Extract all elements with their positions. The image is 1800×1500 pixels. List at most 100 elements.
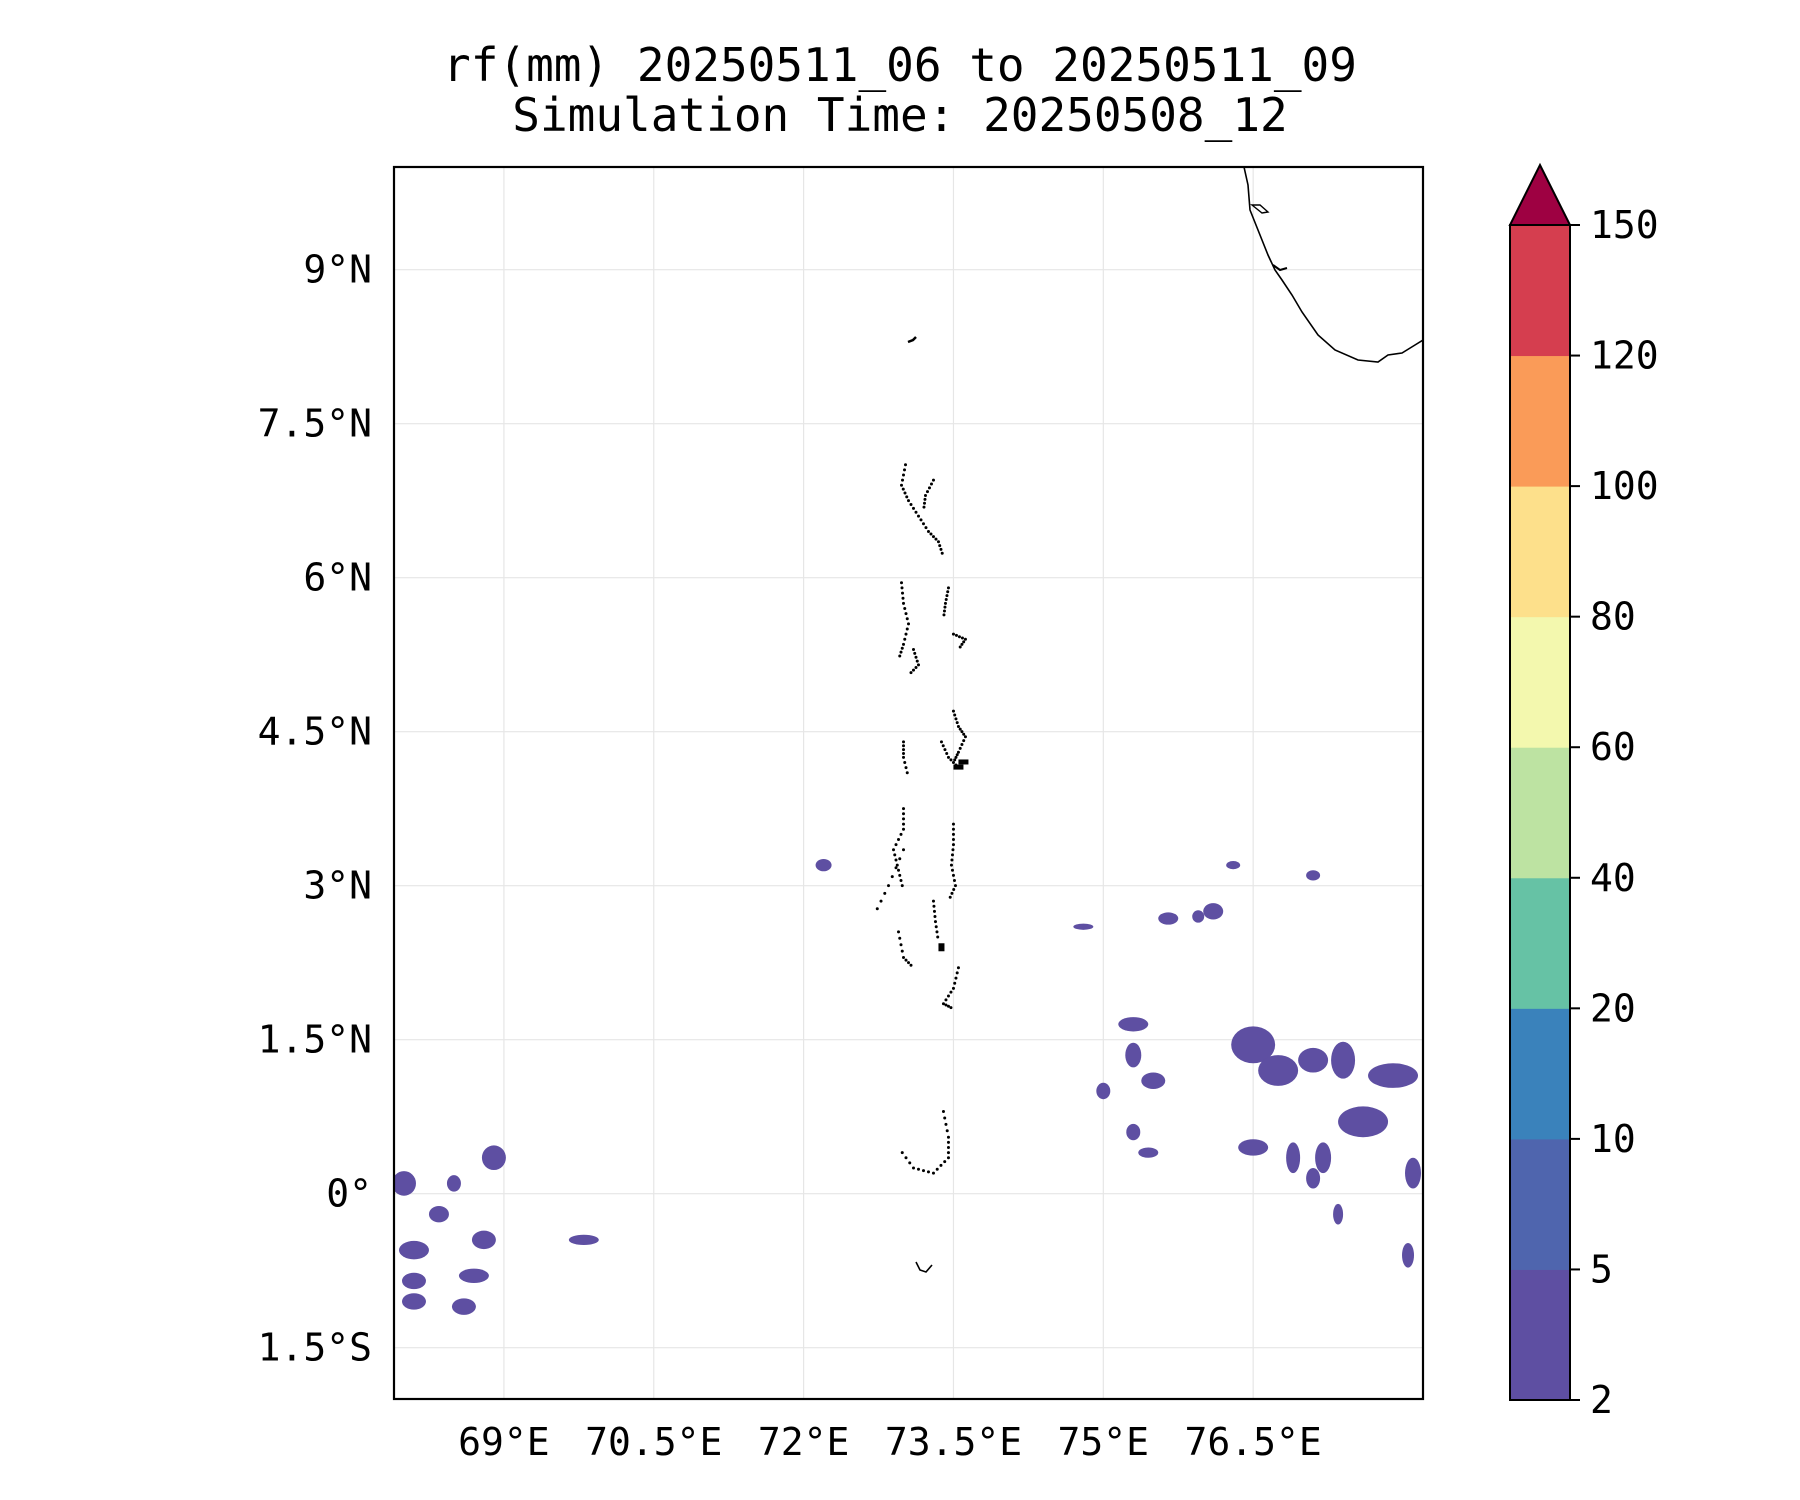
atoll-dot <box>901 591 905 595</box>
atoll-dot <box>950 891 954 895</box>
atoll-dot <box>926 529 930 533</box>
colorbar-segment <box>1510 355 1570 487</box>
atoll-dot <box>899 650 903 654</box>
atoll-dot <box>899 879 903 883</box>
atoll-dot <box>958 727 962 731</box>
atoll-dot <box>904 766 908 770</box>
atoll-dot <box>919 518 923 522</box>
atoll-dot <box>939 547 943 551</box>
atoll-dot <box>902 748 906 752</box>
atoll-dot <box>879 899 883 903</box>
atoll-dot <box>921 522 925 526</box>
atoll-dot <box>922 501 926 505</box>
atoll-dot <box>904 463 908 467</box>
atoll-dot <box>903 760 907 764</box>
rain-patch <box>1141 1072 1166 1089</box>
atoll-dot <box>962 739 966 743</box>
atoll-dot <box>911 648 915 652</box>
atoll-dot <box>958 645 962 649</box>
atoll-dot <box>962 732 966 736</box>
atoll-dot <box>951 848 955 852</box>
atoll-dot <box>931 478 935 482</box>
atoll-dot <box>951 709 955 713</box>
atoll-dot <box>921 1169 925 1173</box>
gridlines <box>394 167 1423 1399</box>
atoll-dot <box>900 1151 904 1155</box>
atoll-dot <box>956 750 960 754</box>
atoll-dot <box>902 827 906 831</box>
rain-patch <box>471 1230 496 1250</box>
colorbar-segment <box>1510 616 1570 748</box>
lat-tick-label: 1.5°N <box>258 1018 372 1062</box>
atoll-dot <box>913 651 917 655</box>
atoll-dot <box>905 495 909 499</box>
lat-tick-label: 9°N <box>303 248 372 292</box>
atoll-dot <box>916 663 920 667</box>
atoll-dot <box>923 497 927 501</box>
atoll-dot <box>956 725 960 729</box>
atoll-dot <box>948 895 952 899</box>
atoll-dot <box>957 635 961 639</box>
rain-patch <box>1306 1168 1321 1189</box>
atoll-dot <box>946 755 950 759</box>
rain-patch <box>1286 1142 1301 1174</box>
atoll-dot <box>903 606 907 610</box>
atoll-dot <box>905 627 909 631</box>
atoll-dot <box>909 963 913 967</box>
atoll-dot <box>907 499 910 503</box>
atoll-dot <box>951 822 955 826</box>
rain-patch <box>1333 1203 1344 1225</box>
colorbar-tick-label: 20 <box>1590 986 1636 1030</box>
atoll-dot <box>924 526 928 530</box>
atoll-dot <box>960 642 964 646</box>
atoll-dot <box>951 873 955 877</box>
atoll-dot <box>898 857 902 861</box>
atoll-dot <box>907 622 910 626</box>
atoll-dot <box>925 490 929 494</box>
coastlines <box>907 167 1423 1273</box>
coast-islet <box>1272 264 1288 272</box>
atoll-dot <box>946 586 950 590</box>
lon-tick-label: 73.5°E <box>885 1420 1022 1464</box>
colorbar-tick-label: 150 <box>1590 203 1659 247</box>
atoll-dot <box>949 1006 953 1010</box>
rain-patch <box>1368 1063 1419 1088</box>
rain-patch <box>451 1298 476 1315</box>
atoll-dot <box>902 642 906 646</box>
atoll-dot <box>953 713 957 717</box>
rain-patch <box>446 1175 461 1192</box>
atoll-dot <box>909 503 913 507</box>
atoll-dot <box>946 1004 950 1008</box>
rain-patch <box>1125 1042 1142 1068</box>
atoll-dot <box>916 1167 920 1171</box>
atoll-dot <box>946 1135 950 1139</box>
atoll-dot <box>900 483 904 487</box>
atoll-dot <box>939 740 943 744</box>
rain-patch <box>1192 910 1205 923</box>
rain-patch <box>1405 1157 1422 1189</box>
atoll-dot <box>954 755 958 759</box>
atoll-dot <box>900 949 904 953</box>
atoll-dot <box>898 654 902 658</box>
atoll-dot <box>946 1151 950 1155</box>
atoll-dot <box>887 884 891 888</box>
atoll-dot <box>932 909 936 913</box>
rain-patch <box>1402 1242 1415 1268</box>
atoll-dot <box>900 646 904 650</box>
rain-patch <box>1118 1017 1149 1032</box>
atoll-dot <box>946 590 950 594</box>
atoll-dot <box>902 755 906 759</box>
atoll-dot <box>951 632 955 636</box>
atoll-dot <box>883 891 887 895</box>
atoll-dot <box>945 1129 949 1133</box>
rain-patch <box>1298 1047 1329 1073</box>
atoll-dot <box>963 735 967 739</box>
rain-patch <box>1338 1106 1389 1138</box>
atoll-dot <box>951 843 955 847</box>
atoll-dot <box>942 609 946 613</box>
atoll-dot <box>941 1110 945 1114</box>
atoll-dot <box>900 586 904 590</box>
atoll-dot <box>902 812 906 816</box>
